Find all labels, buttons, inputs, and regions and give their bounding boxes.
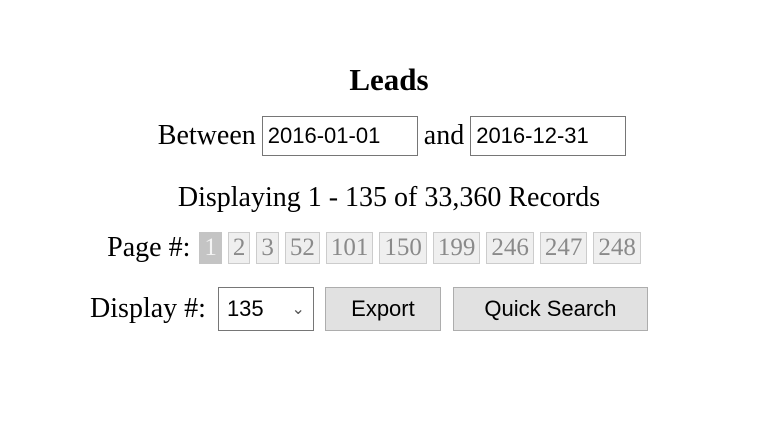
quick-search-button[interactable]: Quick Search <box>452 287 648 331</box>
start-date-input[interactable]: 2016-01-01 <box>261 116 418 156</box>
page-button[interactable]: 2 <box>227 232 251 264</box>
display-controls: Display #: 135 ⌄ Export Quick Search <box>0 287 764 331</box>
page-button[interactable]: 101 <box>325 232 374 264</box>
page-button[interactable]: 52 <box>284 232 320 264</box>
and-label: and <box>423 120 465 151</box>
page-button[interactable]: 246 <box>486 232 534 264</box>
chevron-down-icon: ⌄ <box>291 301 305 318</box>
display-count-value: 135 <box>226 296 264 321</box>
display-label: Display #: <box>90 293 206 324</box>
export-button[interactable]: Export <box>324 287 441 331</box>
date-range-filter: Between 2016-01-01 and 2016-12-31 <box>0 116 778 156</box>
page-title: Leads <box>349 62 429 97</box>
page-button[interactable]: 247 <box>539 232 588 264</box>
page-button[interactable]: 248 <box>593 232 641 264</box>
page-button[interactable]: 199 <box>432 232 481 264</box>
end-date-input[interactable]: 2016-12-31 <box>470 116 627 156</box>
page-button-current[interactable]: 1 <box>199 232 222 264</box>
between-label: Between <box>157 120 256 151</box>
records-summary: Displaying 1 - 135 of 33,360 Records <box>177 182 601 213</box>
pagination: Page #: 1 2 3 52 101 150 199 246 247 248 <box>0 232 766 264</box>
page-button[interactable]: 150 <box>379 232 427 264</box>
page-button[interactable]: 3 <box>256 232 279 264</box>
page-label: Page #: <box>107 232 191 263</box>
display-count-select[interactable]: 135 ⌄ <box>217 287 314 331</box>
